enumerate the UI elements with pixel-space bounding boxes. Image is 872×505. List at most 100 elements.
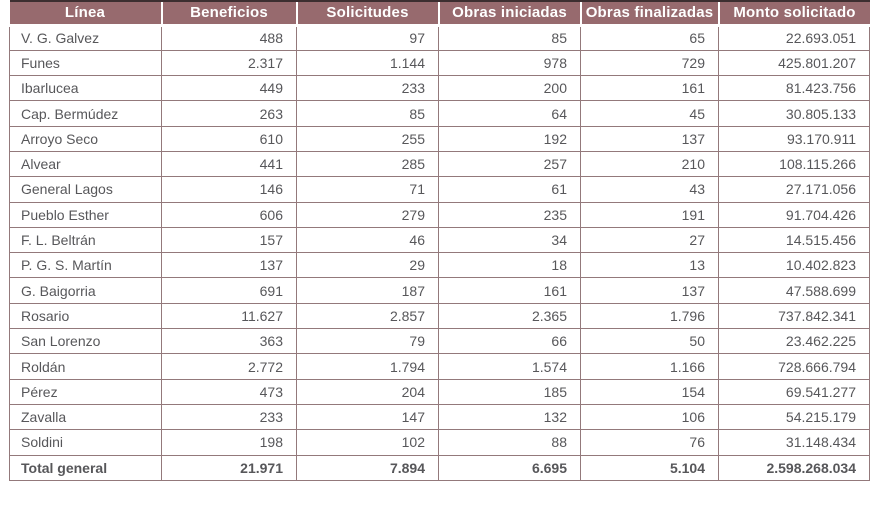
cell-obras-finalizadas: 137 bbox=[580, 125, 719, 152]
cell-obras-iniciadas: 64 bbox=[438, 100, 581, 127]
cell-monto-solicitado: 69.541.277 bbox=[718, 378, 870, 405]
column-header-beneficios: Beneficios bbox=[160, 0, 297, 27]
cell-linea: Rosario bbox=[9, 302, 162, 330]
cell-monto-solicitado: 425.801.207 bbox=[718, 49, 870, 77]
cell-solicitudes: 1.144 bbox=[296, 49, 439, 77]
cell-obras-iniciadas: 192 bbox=[438, 125, 581, 152]
cell-obras-finalizadas: 45 bbox=[580, 100, 719, 127]
cell-obras-finalizadas: 76 bbox=[580, 429, 719, 456]
cell-monto-solicitado: 108.115.266 bbox=[718, 150, 870, 178]
cell-linea: General Lagos bbox=[9, 176, 162, 203]
cell-obras-iniciadas: 34 bbox=[438, 226, 581, 254]
cell-monto-solicitado: 22.693.051 bbox=[718, 24, 870, 51]
cell-obras-iniciadas: 161 bbox=[438, 277, 581, 304]
cell-obras-iniciadas: 6.695 bbox=[438, 454, 581, 481]
cell-monto-solicitado: 81.423.756 bbox=[718, 75, 870, 102]
cell-obras-finalizadas: 154 bbox=[580, 378, 719, 405]
table-row: General Lagos 146 71 61 43 27.171.056 bbox=[9, 176, 870, 203]
column-header-obras-iniciadas: Obras iniciadas bbox=[437, 0, 581, 27]
cell-monto-solicitado: 14.515.456 bbox=[718, 226, 870, 254]
table-row: Roldán 2.772 1.794 1.574 1.166 728.666.794 bbox=[9, 353, 870, 380]
cell-monto-solicitado: 47.588.699 bbox=[718, 277, 870, 304]
cell-linea: V. G. Galvez bbox=[9, 24, 162, 51]
cell-beneficios: 137 bbox=[161, 252, 297, 279]
cell-beneficios: 488 bbox=[161, 24, 297, 51]
column-header-linea: Línea bbox=[9, 0, 162, 27]
cell-solicitudes: 46 bbox=[296, 226, 439, 254]
cell-obras-iniciadas: 88 bbox=[438, 429, 581, 456]
cell-obras-iniciadas: 257 bbox=[438, 150, 581, 178]
table-row: Soldini 198 102 88 76 31.148.434 bbox=[9, 429, 870, 456]
cell-beneficios: 691 bbox=[161, 277, 297, 304]
cell-beneficios: 2.772 bbox=[161, 353, 297, 380]
cell-monto-solicitado: 30.805.133 bbox=[718, 100, 870, 127]
cell-solicitudes: 7.894 bbox=[296, 454, 439, 481]
cell-linea: Funes bbox=[9, 49, 162, 77]
cell-linea: Pérez bbox=[9, 378, 162, 405]
cell-obras-finalizadas: 43 bbox=[580, 176, 719, 203]
cell-obras-finalizadas: 1.796 bbox=[580, 302, 719, 330]
cell-linea: Alvear bbox=[9, 150, 162, 178]
cell-obras-finalizadas: 137 bbox=[580, 277, 719, 304]
cell-linea: Zavalla bbox=[9, 403, 162, 431]
cell-beneficios: 146 bbox=[161, 176, 297, 203]
cell-monto-solicitado: 93.170.911 bbox=[718, 125, 870, 152]
cell-linea: Soldini bbox=[9, 429, 162, 456]
data-table: Línea Beneficios Solicitudes Obras iniciada… bbox=[9, 0, 870, 481]
report-table-container: Línea Beneficios Solicitudes Obras iniciada… bbox=[9, 0, 870, 481]
cell-solicitudes: 29 bbox=[296, 252, 439, 279]
cell-linea: Cap. Bermúdez bbox=[9, 100, 162, 127]
cell-monto-solicitado: 54.215.179 bbox=[718, 403, 870, 431]
cell-linea: G. Baigorria bbox=[9, 277, 162, 304]
cell-solicitudes: 279 bbox=[296, 201, 439, 228]
cell-beneficios: 449 bbox=[161, 75, 297, 102]
cell-obras-iniciadas: 200 bbox=[438, 75, 581, 102]
cell-solicitudes: 233 bbox=[296, 75, 439, 102]
table-row: Ibarlucea 449 233 200 161 81.423.756 bbox=[9, 75, 870, 102]
column-header-solicitudes: Solicitudes bbox=[295, 0, 439, 27]
cell-linea: P. G. S. Martín bbox=[9, 252, 162, 279]
cell-obras-finalizadas: 1.166 bbox=[580, 353, 719, 380]
table-row: Zavalla 233 147 132 106 54.215.179 bbox=[9, 403, 870, 431]
table-header-row: Línea Beneficios Solicitudes Obras iniciada… bbox=[9, 0, 870, 27]
total-row: Total general 21.971 7.894 6.695 5.104 2.598.… bbox=[9, 454, 870, 481]
table-row: P. G. S. Martín 137 29 18 13 10.402.823 bbox=[9, 252, 870, 279]
cell-linea: Roldán bbox=[9, 353, 162, 380]
cell-linea: Pueblo Esther bbox=[9, 201, 162, 228]
cell-obras-finalizadas: 729 bbox=[580, 49, 719, 77]
cell-linea: Arroyo Seco bbox=[9, 125, 162, 152]
cell-obras-finalizadas: 161 bbox=[580, 75, 719, 102]
cell-obras-finalizadas: 27 bbox=[580, 226, 719, 254]
cell-monto-solicitado: 91.704.426 bbox=[718, 201, 870, 228]
table-row: V. G. Galvez 488 97 85 65 22.693.051 bbox=[9, 24, 870, 51]
cell-obras-finalizadas: 191 bbox=[580, 201, 719, 228]
cell-obras-iniciadas: 1.574 bbox=[438, 353, 581, 380]
cell-obras-iniciadas: 185 bbox=[438, 378, 581, 405]
table-row: Pérez 473 204 185 154 69.541.277 bbox=[9, 378, 870, 405]
cell-obras-iniciadas: 61 bbox=[438, 176, 581, 203]
cell-monto-solicitado: 31.148.434 bbox=[718, 429, 870, 456]
cell-solicitudes: 71 bbox=[296, 176, 439, 203]
cell-solicitudes: 255 bbox=[296, 125, 439, 152]
table-row: San Lorenzo 363 79 66 50 23.462.225 bbox=[9, 328, 870, 355]
cell-beneficios: 21.971 bbox=[161, 454, 297, 481]
cell-beneficios: 2.317 bbox=[161, 49, 297, 77]
cell-beneficios: 606 bbox=[161, 201, 297, 228]
cell-solicitudes: 2.857 bbox=[296, 302, 439, 330]
cell-solicitudes: 1.794 bbox=[296, 353, 439, 380]
table-row: F. L. Beltrán 157 46 34 27 14.515.456 bbox=[9, 226, 870, 254]
cell-beneficios: 441 bbox=[161, 150, 297, 178]
cell-obras-iniciadas: 66 bbox=[438, 328, 581, 355]
cell-monto-solicitado: 737.842.341 bbox=[718, 302, 870, 330]
cell-obras-finalizadas: 210 bbox=[580, 150, 719, 178]
table-row: Pueblo Esther 606 279 235 191 91.704.426 bbox=[9, 201, 870, 228]
table-row: Rosario 11.627 2.857 2.365 1.796 737.842.341 bbox=[9, 302, 870, 330]
cell-obras-iniciadas: 2.365 bbox=[438, 302, 581, 330]
cell-obras-finalizadas: 5.104 bbox=[580, 454, 719, 481]
cell-monto-solicitado: 10.402.823 bbox=[718, 252, 870, 279]
cell-obras-iniciadas: 978 bbox=[438, 49, 581, 77]
column-header-monto-solicitado: Monto solicitado bbox=[717, 0, 870, 27]
cell-beneficios: 198 bbox=[161, 429, 297, 456]
cell-beneficios: 11.627 bbox=[161, 302, 297, 330]
cell-linea: Total general bbox=[9, 454, 162, 481]
